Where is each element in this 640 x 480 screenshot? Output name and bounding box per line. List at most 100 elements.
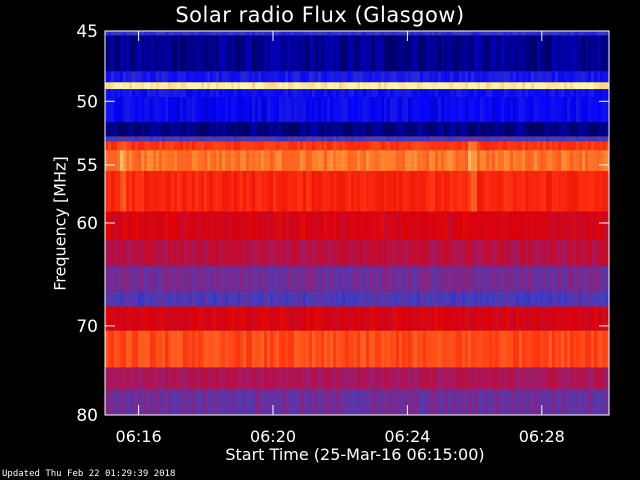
spectrogram-cell bbox=[291, 82, 294, 90]
spectrogram-cell bbox=[603, 330, 606, 368]
spectrogram-cell bbox=[186, 89, 189, 98]
spectrogram-cell bbox=[120, 389, 123, 415]
spectrogram-cell bbox=[525, 97, 528, 123]
spectrogram-cell bbox=[135, 211, 138, 240]
spectrogram-cell bbox=[189, 71, 192, 83]
spectrogram-cell bbox=[342, 239, 345, 267]
spectrogram-cell bbox=[480, 330, 483, 368]
spectrogram-cell bbox=[528, 367, 531, 390]
spectrogram-cell bbox=[450, 35, 453, 72]
spectrogram-cell bbox=[576, 82, 579, 90]
spectrogram-cell bbox=[237, 211, 240, 240]
spectrogram-cell bbox=[225, 82, 228, 90]
spectrogram-cell bbox=[321, 97, 324, 123]
spectrogram-cell bbox=[594, 82, 597, 90]
spectrogram-cell bbox=[486, 306, 489, 331]
spectrogram-cell bbox=[555, 170, 558, 212]
spectrogram-cell bbox=[561, 170, 564, 212]
spectrogram-cell bbox=[564, 31, 567, 36]
spectrogram-cell bbox=[255, 330, 258, 368]
spectrogram-cell bbox=[447, 141, 450, 151]
spectrogram-cell bbox=[435, 141, 438, 151]
spectrogram-cell bbox=[186, 291, 189, 307]
spectrogram-cell bbox=[270, 31, 273, 36]
spectrogram-cell bbox=[378, 367, 381, 390]
spectrogram-cell bbox=[561, 136, 564, 142]
spectrogram-cell bbox=[303, 211, 306, 240]
spectrogram-cell bbox=[240, 291, 243, 307]
spectrogram-cell bbox=[525, 31, 528, 36]
spectrogram-cell bbox=[231, 266, 234, 292]
spectrogram-cell bbox=[426, 97, 429, 123]
spectrogram-cell bbox=[561, 291, 564, 307]
spectrogram-cell bbox=[591, 239, 594, 267]
spectrogram-cell bbox=[561, 266, 564, 292]
spectrogram-cell bbox=[489, 150, 492, 171]
spectrogram-cell bbox=[351, 122, 354, 137]
spectrogram-cell bbox=[201, 31, 204, 36]
spectrogram-cell bbox=[129, 97, 132, 123]
spectrogram-cell bbox=[324, 89, 327, 98]
spectrogram-cell bbox=[483, 35, 486, 72]
spectrogram-cell bbox=[303, 389, 306, 415]
spectrogram-cell bbox=[363, 136, 366, 142]
spectrogram-cell bbox=[420, 389, 423, 415]
spectrogram-cell bbox=[306, 367, 309, 390]
spectrogram-cell bbox=[561, 389, 564, 415]
spectrogram-cell bbox=[114, 35, 117, 72]
spectrogram-cell bbox=[228, 31, 231, 36]
spectrogram-cell bbox=[489, 141, 492, 151]
spectrogram-cell bbox=[156, 211, 159, 240]
spectrogram-cell bbox=[519, 170, 522, 212]
spectrogram-cell bbox=[414, 291, 417, 307]
spectrogram-cell bbox=[153, 35, 156, 72]
spectrogram-cell bbox=[429, 31, 432, 36]
spectrogram-cell bbox=[372, 150, 375, 171]
spectrogram-cell bbox=[198, 367, 201, 390]
spectrogram-cell bbox=[324, 136, 327, 142]
spectrogram-cell bbox=[444, 306, 447, 331]
spectrogram-cell bbox=[588, 82, 591, 90]
spectrogram-cell bbox=[381, 239, 384, 267]
spectrogram-cell bbox=[150, 330, 153, 368]
spectrogram-cell bbox=[495, 82, 498, 90]
spectrogram-cell bbox=[531, 306, 534, 331]
spectrogram-cell bbox=[459, 141, 462, 151]
spectrogram-cell bbox=[195, 330, 198, 368]
spectrogram-cell bbox=[285, 35, 288, 72]
spectrogram-cell bbox=[468, 97, 471, 123]
spectrogram-cell bbox=[483, 367, 486, 390]
spectrogram-cell bbox=[195, 170, 198, 212]
spectrogram-cell bbox=[177, 389, 180, 415]
spectrogram-cell bbox=[453, 291, 456, 307]
spectrogram-cell bbox=[276, 97, 279, 123]
spectrogram-cell bbox=[132, 291, 135, 307]
spectrogram-cell bbox=[588, 97, 591, 123]
spectrogram-cell bbox=[207, 82, 210, 90]
spectrogram-cell bbox=[480, 122, 483, 137]
spectrogram-cell bbox=[189, 291, 192, 307]
spectrogram-cell bbox=[339, 136, 342, 142]
spectrogram-cell bbox=[318, 31, 321, 36]
spectrogram-cell bbox=[426, 211, 429, 240]
spectrogram-cell bbox=[522, 367, 525, 390]
spectrogram-cell bbox=[372, 291, 375, 307]
spectrogram-cell bbox=[459, 306, 462, 331]
spectrogram-cell bbox=[189, 170, 192, 212]
spectrogram-cell bbox=[291, 31, 294, 36]
spectrogram-cell bbox=[561, 97, 564, 123]
spectrogram-cell bbox=[195, 367, 198, 390]
spectrogram-cell bbox=[582, 141, 585, 151]
spectrogram-cell bbox=[219, 306, 222, 331]
spectrogram-cell bbox=[240, 170, 243, 212]
spectrogram-cell bbox=[180, 170, 183, 212]
spectrogram-cell bbox=[582, 150, 585, 171]
spectrogram-cell bbox=[339, 82, 342, 90]
spectrogram-cell bbox=[432, 97, 435, 123]
spectrogram-cell bbox=[552, 330, 555, 368]
spectrogram-cell bbox=[114, 306, 117, 331]
spectrogram-cell bbox=[258, 122, 261, 137]
spectrogram-cell bbox=[501, 266, 504, 292]
spectrogram-cell bbox=[378, 31, 381, 36]
spectrogram-cell bbox=[606, 31, 609, 36]
